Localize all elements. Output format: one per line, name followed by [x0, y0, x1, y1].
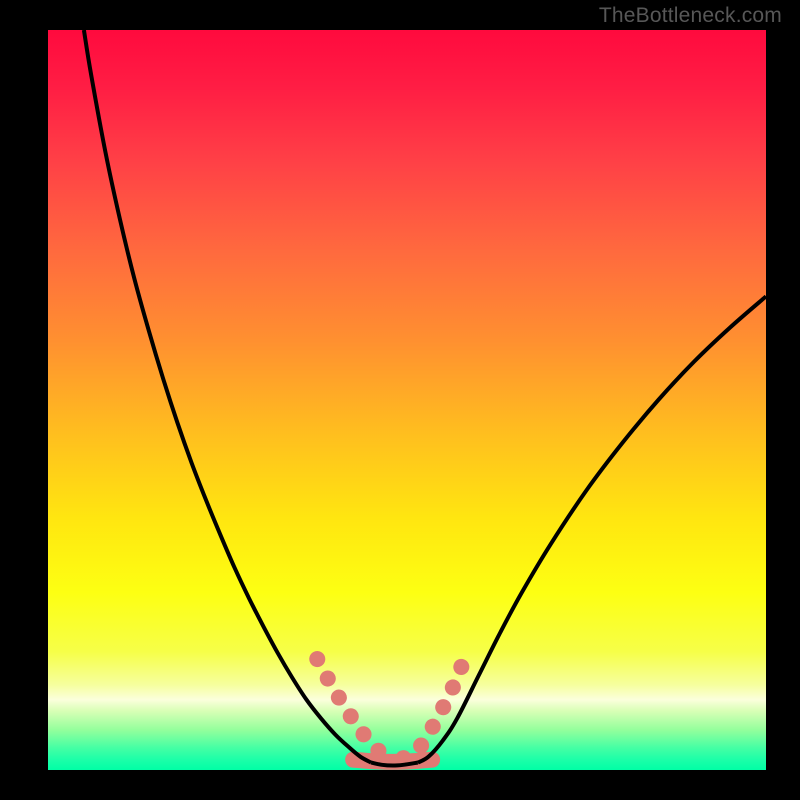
watermark-text: TheBottleneck.com — [599, 4, 782, 28]
bottleneck-chart — [0, 0, 800, 800]
chart-container: TheBottleneck.com — [0, 0, 800, 800]
